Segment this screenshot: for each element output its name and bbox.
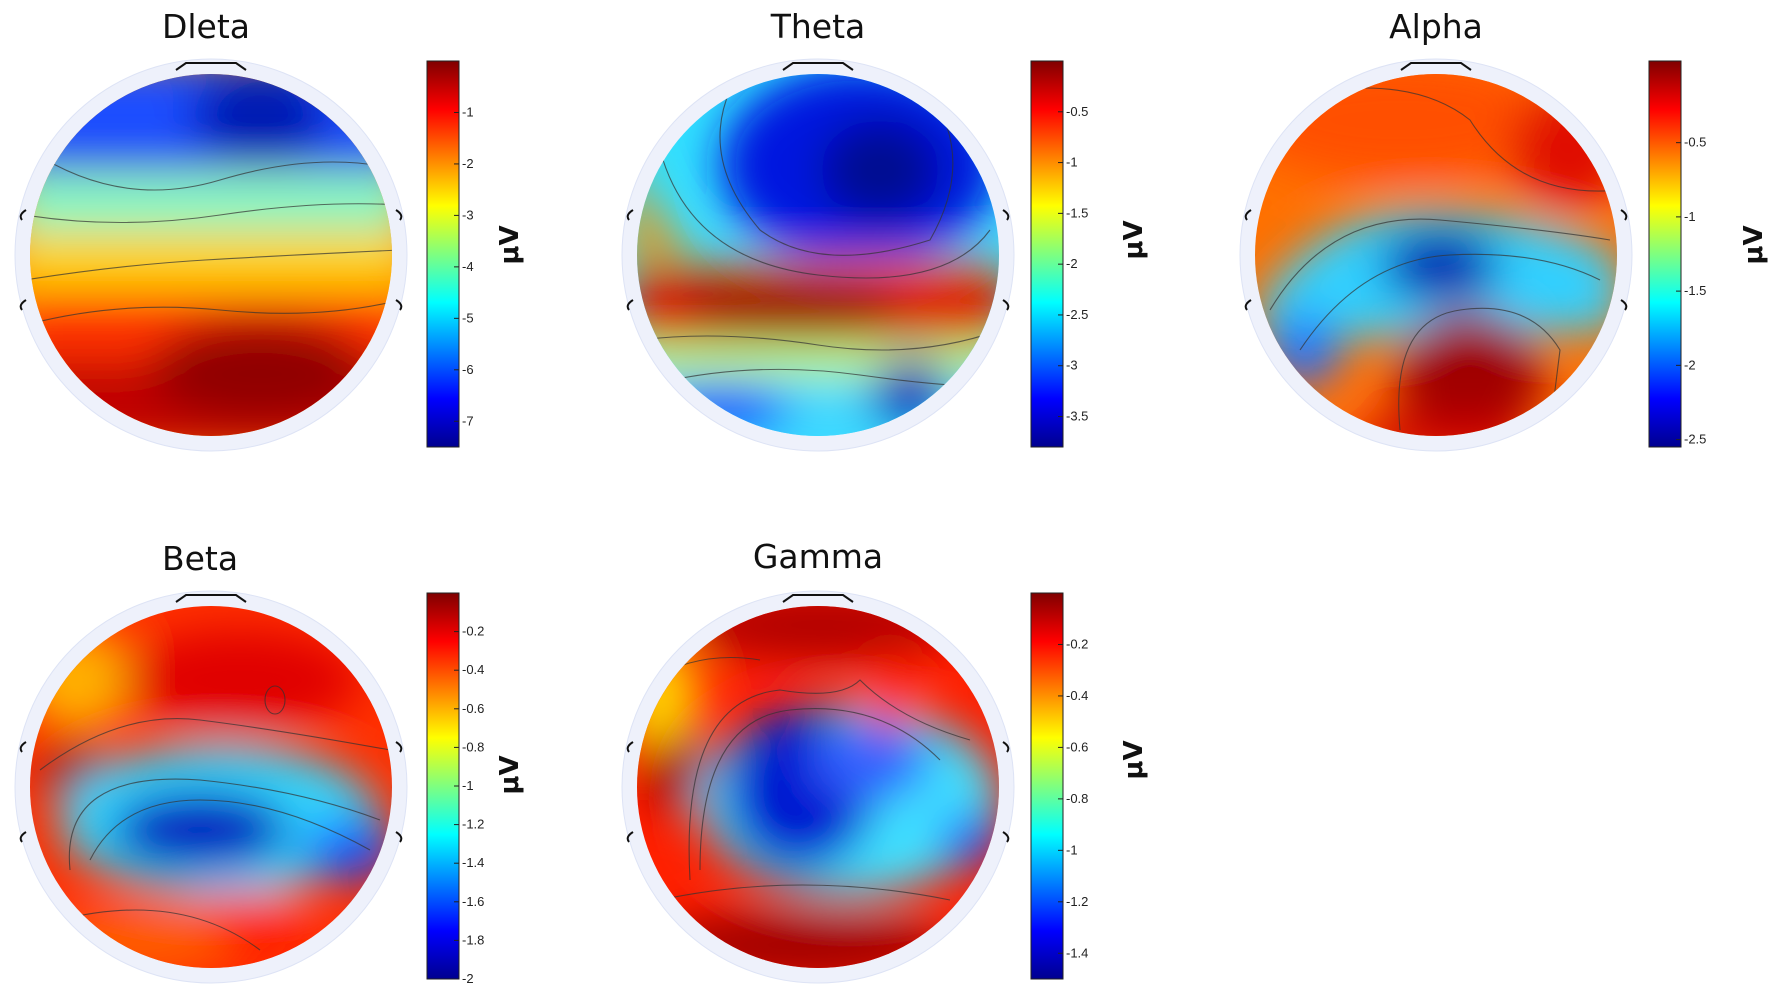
colorbar-tick-label: -5	[462, 310, 474, 325]
colorbar-tick-label: -1	[462, 778, 474, 793]
colorbar-tick-label: -0.5	[1684, 135, 1706, 150]
colorbar-tick-label: -1.6	[462, 894, 484, 909]
colorbar-tick-label: -2.5	[1066, 307, 1088, 322]
colorbar-tick-label: -0.2	[1066, 636, 1088, 651]
colorbar-tick-label: -0.5	[1066, 104, 1088, 119]
colorbar-tick-label: -2	[462, 156, 474, 171]
panel-title: Gamma	[753, 537, 883, 576]
colorbar-tick-label: -2.5	[1684, 432, 1706, 447]
colorbar-tick-label: -0.4	[462, 662, 484, 677]
colorbar	[1030, 60, 1064, 448]
colorbar-tick-label: -1	[1066, 155, 1078, 170]
colorbar-tick-label: -1.4	[1066, 945, 1088, 960]
colorbar-tick-label: -1.2	[1066, 894, 1088, 909]
colorbar-tick-label: -3.5	[1066, 409, 1088, 424]
colorbar-tick-label: -3	[1066, 358, 1078, 373]
colorbar-unit-label: μV	[495, 755, 525, 794]
colorbar-unit-label: μV	[495, 225, 525, 264]
colorbar-tick-label: -0.8	[1066, 791, 1088, 806]
colorbar-tick-label: -7	[462, 413, 474, 428]
colorbar-unit-label: μV	[1739, 225, 1769, 264]
panel-dleta: Dleta -1 -2 -3 -4 -5	[14, 7, 525, 452]
panel-title: Dleta	[162, 7, 250, 46]
colorbar-tick-label: -2	[462, 971, 474, 986]
colorbar	[426, 60, 460, 448]
colorbar-tick-label: -1.5	[1066, 205, 1088, 220]
colorbar-tick-label: -3	[462, 207, 474, 222]
colorbar-tick-label: -1.2	[462, 817, 484, 832]
colorbar	[426, 592, 460, 980]
colorbar-ticks: -0.2 -0.4 -0.6 -0.8 -1 -1.2 -1.4 -1.6 -1.8 -2	[454, 624, 484, 986]
colorbar-tick-label: -1	[462, 104, 474, 119]
panel-gamma: Gamma	[621, 537, 1149, 984]
panel-theta: Theta	[621, 7, 1149, 452]
panel-title: Theta	[770, 7, 866, 46]
colorbar-ticks: -1 -2 -3 -4 -5 -6 -7	[454, 104, 474, 428]
colorbar-ticks: -0.5 -1 -1.5 -2 -2.5	[1676, 135, 1706, 447]
colorbar-unit-label: μV	[1119, 220, 1149, 259]
colorbar-tick-label: -0.8	[462, 739, 484, 754]
colorbar-tick-label: -1.4	[462, 855, 484, 870]
panel-title: Alpha	[1389, 7, 1483, 46]
colorbar-tick-label: -0.4	[1066, 688, 1088, 703]
colorbar-tick-label: -0.6	[462, 701, 484, 716]
panel-alpha: Alpha -0.5 -1 -1.5	[1239, 7, 1769, 452]
colorbar-unit-label: μV	[1119, 740, 1149, 779]
colorbar-tick-label: -2	[1066, 256, 1078, 271]
panel-beta: Beta	[14, 539, 525, 986]
colorbar-tick-label: -4	[462, 259, 474, 274]
colorbar	[1030, 592, 1064, 980]
colorbar-ticks: -0.2 -0.4 -0.6 -0.8 -1 -1.2 -1.4	[1058, 636, 1088, 960]
colorbar-tick-label: -1.5	[1684, 283, 1706, 298]
colorbar-tick-label: -1	[1066, 842, 1078, 857]
colorbar-tick-label: -6	[462, 362, 474, 377]
colorbar-tick-label: -1.8	[462, 932, 484, 947]
colorbar-tick-label: -0.2	[462, 624, 484, 639]
scalp-map	[30, 606, 392, 968]
colorbar-ticks: -0.5 -1 -1.5 -2 -2.5 -3 -3.5	[1058, 104, 1088, 424]
colorbar-tick-label: -0.6	[1066, 739, 1088, 754]
panel-title: Beta	[162, 539, 238, 578]
colorbar-tick-label: -2	[1684, 357, 1696, 372]
colorbar-tick-label: -1	[1684, 209, 1696, 224]
colorbar	[1648, 60, 1682, 448]
